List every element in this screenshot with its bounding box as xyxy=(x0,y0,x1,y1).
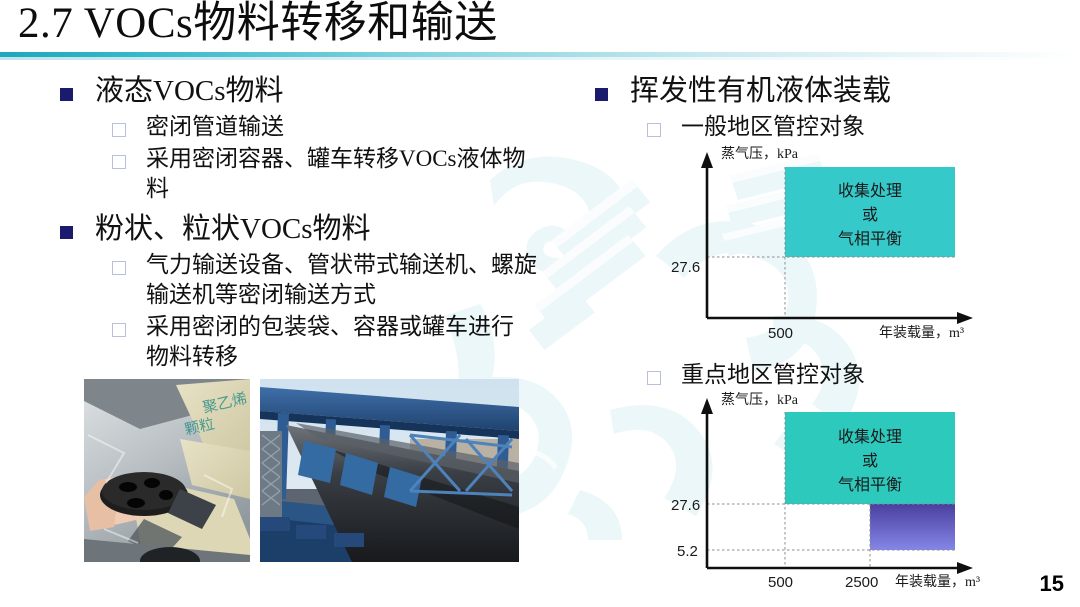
chart2-ytick-5-2: 5.2 xyxy=(677,543,698,560)
subheading-label: 重点地区管控对象 xyxy=(681,362,865,387)
hollow-square-bullet-icon xyxy=(112,155,126,169)
photo-granular-material-in-bag: 聚乙烯 颗粒 xyxy=(84,379,250,562)
chart2-xlabel: 年装载量，m³ xyxy=(895,574,980,590)
key-area-chart: 蒸气压，kPa 27.6 5.2 500 2500 年装载量，m³ 收集处理 或… xyxy=(655,390,995,595)
list-item: 采用密闭的包装袋、容器或罐车进行物料转移 xyxy=(112,312,560,372)
chart2-ylabel: 蒸气压，kPa xyxy=(721,392,799,408)
chart1-xlabel: 年装载量，m³ xyxy=(879,325,964,341)
list-item-label: 采用密闭容器、罐车转移VOCs液体物料 xyxy=(146,146,526,201)
subheading-key-area: 重点地区管控对象 xyxy=(647,360,1067,390)
chart2-ytick-27-6: 27.6 xyxy=(671,497,700,514)
heading-liquid-vocs: 液态VOCs物料 xyxy=(95,75,284,107)
right-content-column: 挥发性有机液体装载 一般地区管控对象 xyxy=(595,72,1045,142)
subheading-label: 一般地区管控对象 xyxy=(681,114,865,139)
svg-text:气相平衡: 气相平衡 xyxy=(838,230,902,248)
chart1-ylabel: 蒸气压，kPa xyxy=(721,146,799,162)
slide-title-bar: 2.7 VOCs物料转移和输送 xyxy=(0,0,1080,62)
chart2-region-label: 收集处理 或 气相平衡 xyxy=(838,428,902,494)
chart2-region-purple xyxy=(870,504,955,550)
subheading-general-area: 一般地区管控对象 xyxy=(647,112,1045,142)
square-bullet-icon xyxy=(60,88,73,101)
list-item-label: 气力输送设备、管状带式输送机、螺旋输送机等密闭输送方式 xyxy=(146,252,537,307)
svg-text:气相平衡: 气相平衡 xyxy=(838,476,902,494)
subheading-key-area-row: 重点地区管控对象 xyxy=(647,358,1067,390)
hollow-square-bullet-icon xyxy=(112,123,126,137)
page-number: 15 xyxy=(1039,571,1064,596)
hollow-square-bullet-icon xyxy=(647,123,661,137)
bullet-group-powder-vocs: 粉状、粒状VOCs物料 xyxy=(60,210,560,248)
list-item-label: 采用密闭的包装袋、容器或罐车进行物料转移 xyxy=(146,314,514,369)
title-underline-secondary xyxy=(0,57,1080,60)
hollow-square-bullet-icon xyxy=(112,261,126,275)
list-item: 气力输送设备、管状带式输送机、螺旋输送机等密闭输送方式 xyxy=(112,250,560,310)
square-bullet-icon xyxy=(60,226,73,239)
list-item-label: 密闭管道输送 xyxy=(146,114,284,139)
heading-volatile-organic-loading: 挥发性有机液体装载 xyxy=(630,75,892,107)
chart1-region-label: 收集处理 或 气相平衡 xyxy=(838,182,902,248)
chart2-region-collect xyxy=(785,412,955,504)
list-item: 密闭管道输送 xyxy=(112,112,560,142)
hollow-square-bullet-icon xyxy=(647,371,661,385)
square-bullet-icon xyxy=(595,88,608,101)
page-title: 2.7 VOCs物料转移和输送 xyxy=(18,0,498,47)
chart2-xtick-500: 500 xyxy=(768,574,793,591)
list-item: 采用密闭容器、罐车转移VOCs液体物料 xyxy=(112,144,560,204)
svg-text:颗粒: 颗粒 xyxy=(183,416,216,439)
bullet-group-liquid-vocs: 液态VOCs物料 xyxy=(60,72,560,110)
photo-tubular-belt-conveyor xyxy=(260,379,519,562)
chart2-xtick-2500: 2500 xyxy=(845,574,878,591)
bullet-group-volatile-loading: 挥发性有机液体装载 xyxy=(595,72,1045,110)
svg-text:或: 或 xyxy=(862,452,878,470)
chart1-xtick-500: 500 xyxy=(768,325,793,342)
svg-text:收集处理: 收集处理 xyxy=(838,428,902,446)
chart1-ytick-27-6: 27.6 xyxy=(671,259,700,276)
general-area-chart: 蒸气压，kPa 27.6 500 年装载量，m³ 收集处理 或 气相平衡 xyxy=(655,140,995,345)
title-underline xyxy=(0,52,1080,57)
left-content-column: 液态VOCs物料 密闭管道输送 采用密闭容器、罐车转移VOCs液体物料 粉状、粒… xyxy=(60,72,560,372)
svg-text:或: 或 xyxy=(862,206,878,224)
heading-powder-vocs: 粉状、粒状VOCs物料 xyxy=(95,213,371,245)
hollow-square-bullet-icon xyxy=(112,323,126,337)
svg-text:收集处理: 收集处理 xyxy=(838,182,902,200)
chart1-region-collect xyxy=(785,167,955,257)
